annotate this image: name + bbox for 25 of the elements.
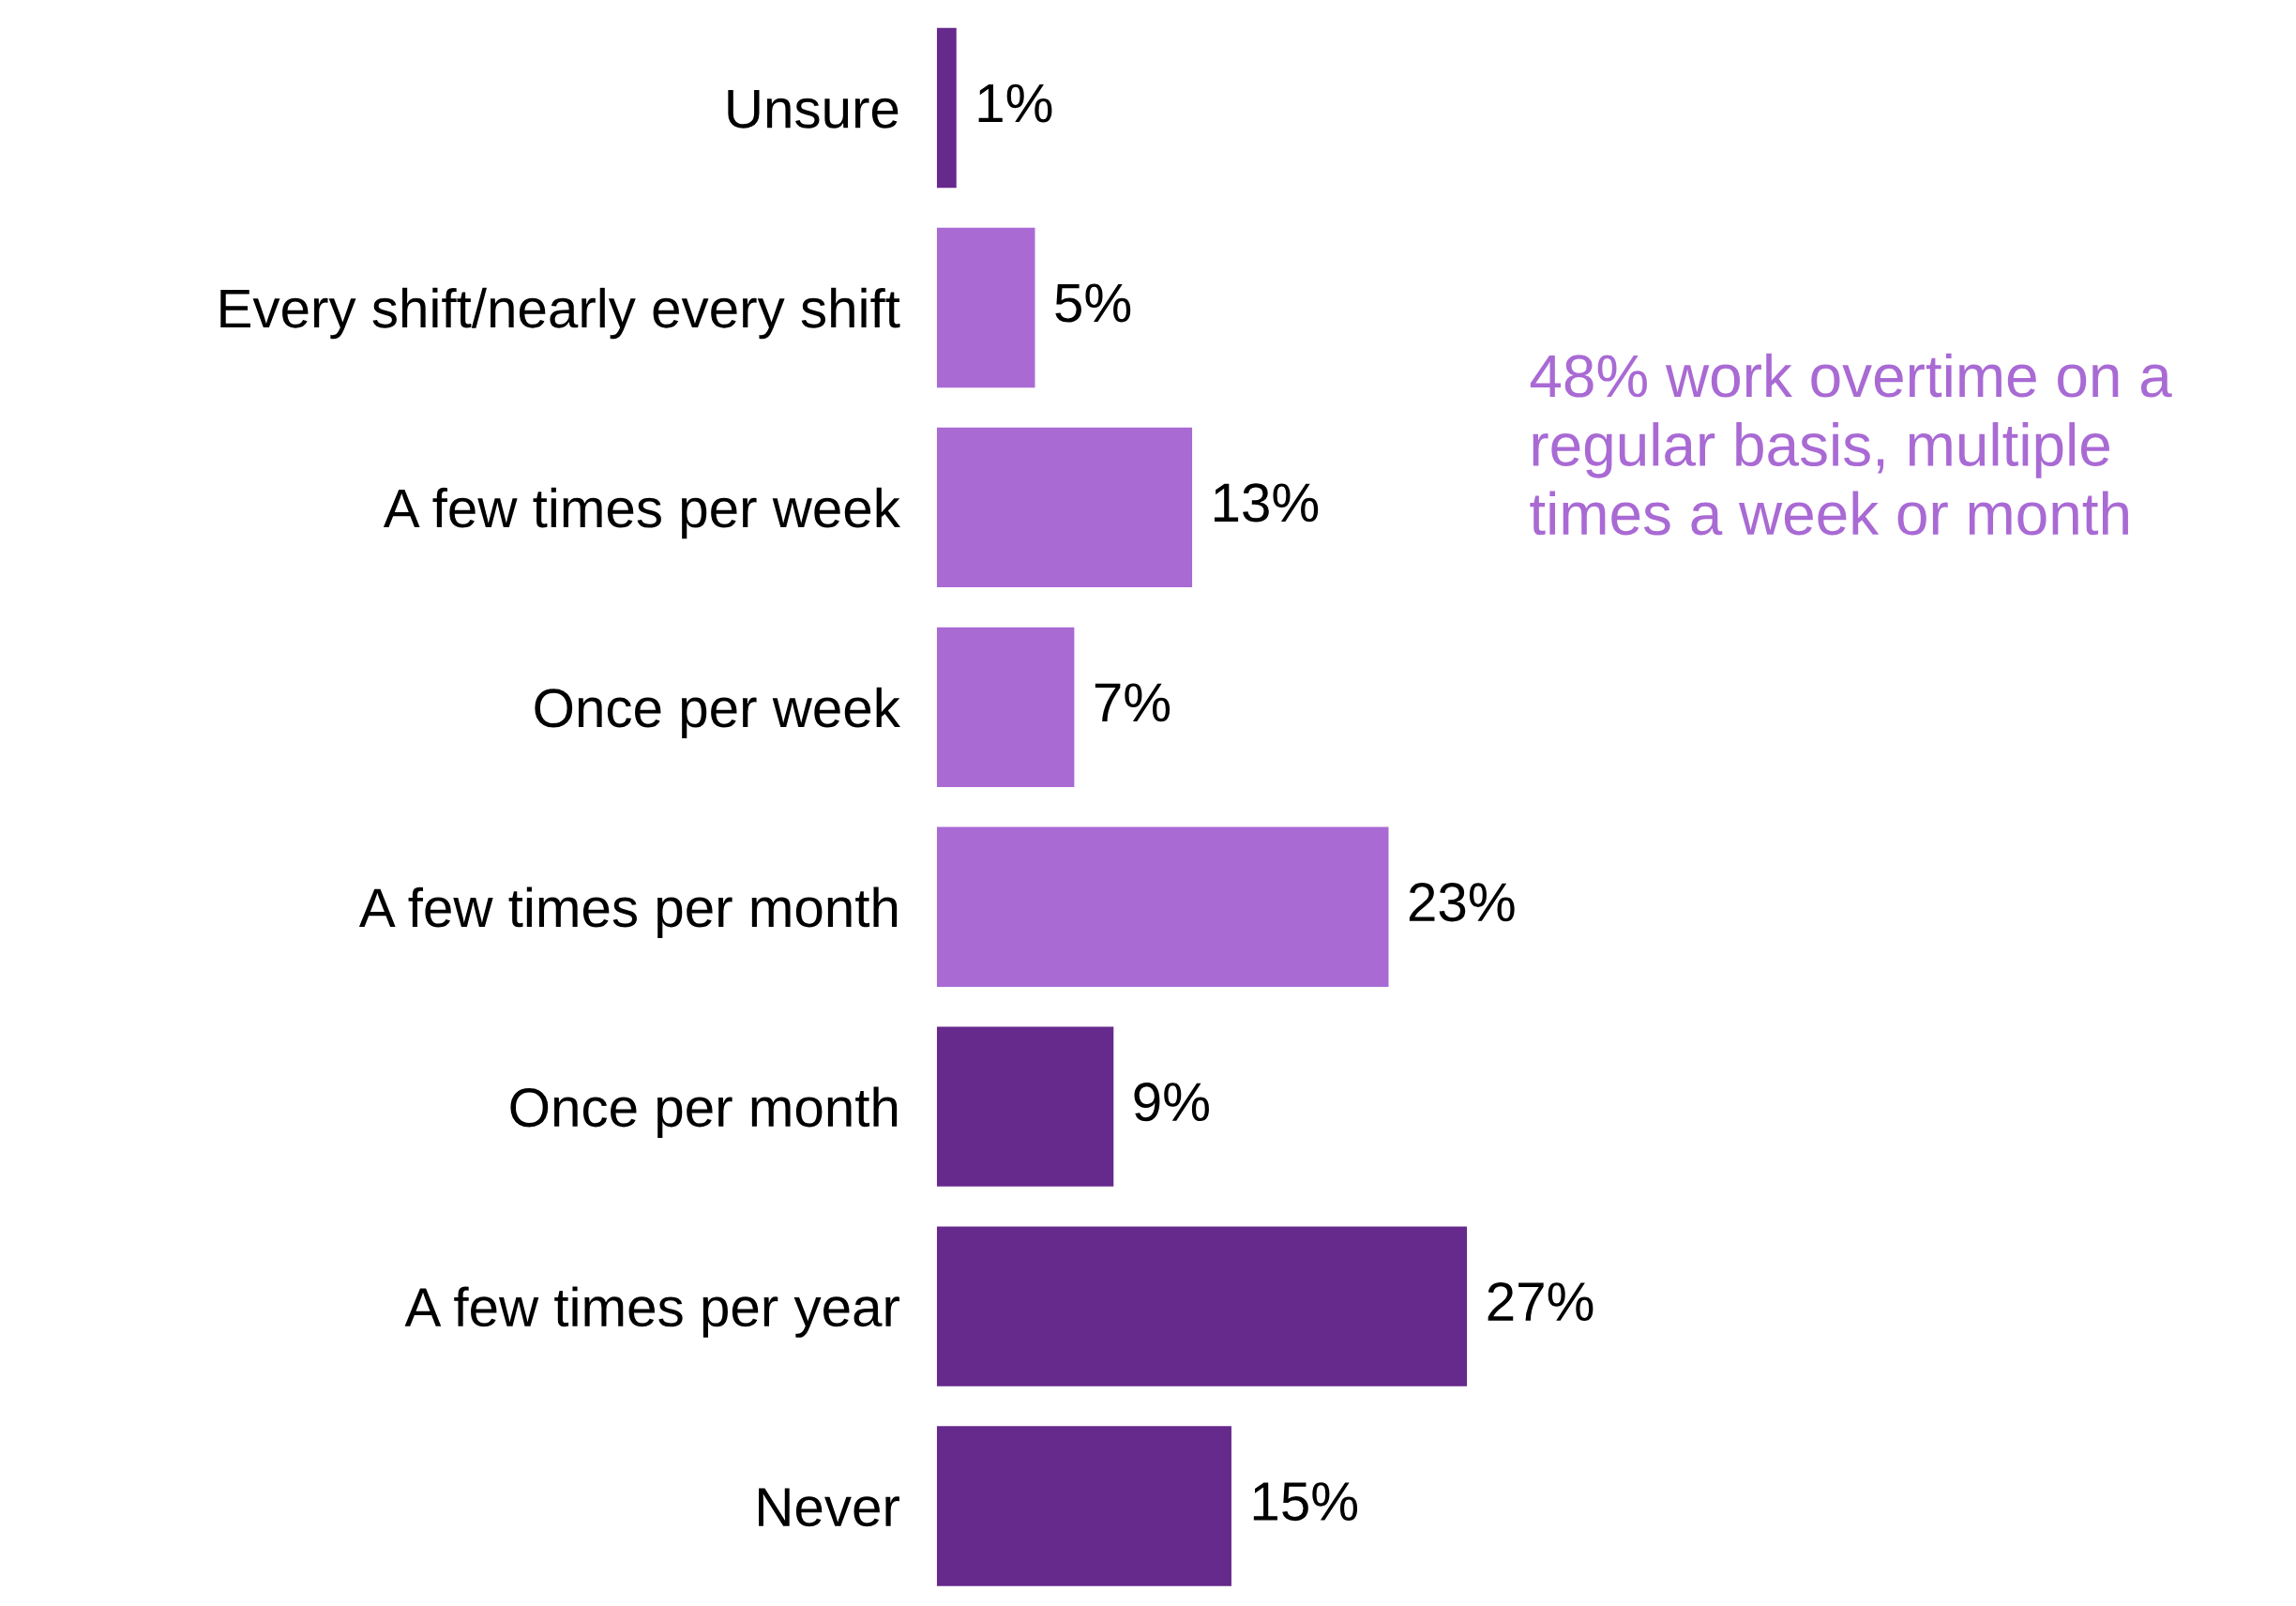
bar <box>936 227 1035 388</box>
y-tick-label: Unsure <box>728 90 899 129</box>
data-label: 15% <box>1253 1482 1358 1522</box>
bar <box>936 1026 1114 1187</box>
data-label: 23% <box>1409 883 1515 922</box>
bar <box>936 826 1389 987</box>
data-label: 7% <box>1095 683 1171 722</box>
text: 48% work overtime on a regular basis, multiple times a week or month <box>1530 353 2172 536</box>
y-tick-label: Once per month <box>510 1086 898 1138</box>
bar <box>936 627 1075 787</box>
data-label: 13% <box>1214 483 1319 523</box>
bar <box>936 27 957 189</box>
y-tick-label: Every shift/nearly every shift <box>220 287 900 340</box>
data-label: 5% <box>1055 283 1131 323</box>
bar <box>936 1226 1468 1386</box>
y-tick-label: Never <box>759 1488 899 1527</box>
data-label: 9% <box>1134 1083 1209 1122</box>
y-tick-label: A few times per month <box>358 886 898 938</box>
data-label: 27% <box>1488 1281 1594 1322</box>
y-tick-label: A few times per week <box>383 487 900 539</box>
y-tick-label: A few times per year <box>404 1286 899 1338</box>
data-label: 1% <box>978 83 1052 123</box>
y-tick-label: Once per week <box>535 687 900 739</box>
bar <box>936 1426 1231 1586</box>
bar <box>936 427 1193 588</box>
